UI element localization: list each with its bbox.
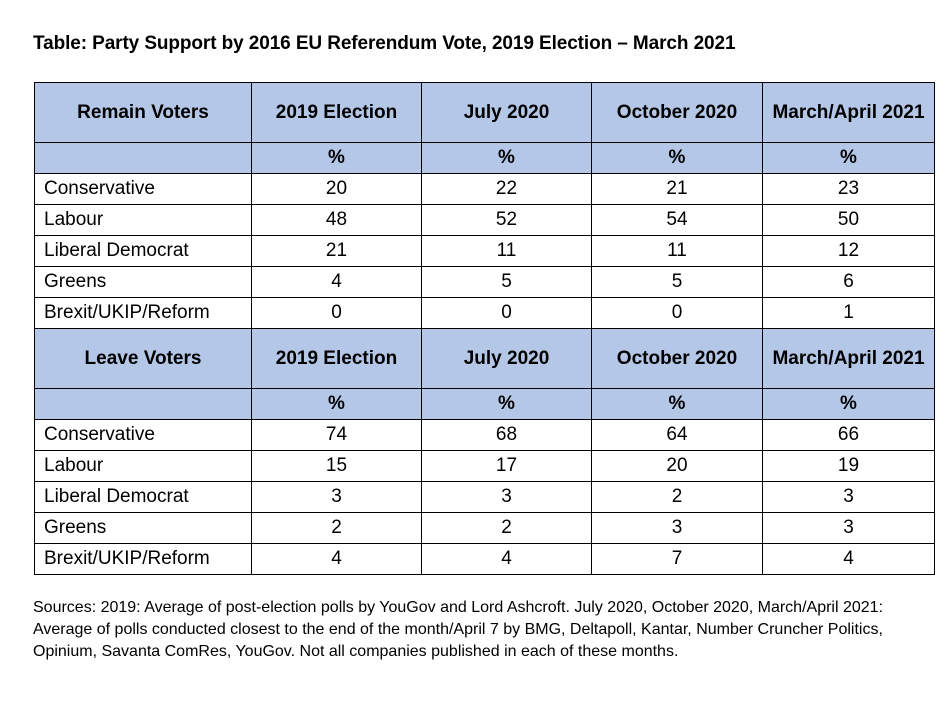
group-label-leave: Leave Voters (34, 328, 252, 389)
value-cell: 48 (251, 204, 422, 236)
table-row: Conservative 74 68 64 66 (34, 419, 935, 451)
value-cell: 3 (421, 481, 592, 513)
unit-cell: % (591, 388, 763, 420)
unit-cell: % (251, 142, 422, 174)
unit-cell: % (591, 142, 763, 174)
party-name: Brexit/UKIP/Reform (34, 297, 252, 329)
table-row: Brexit/UKIP/Reform 4 4 7 4 (34, 543, 935, 575)
value-cell: 3 (591, 512, 763, 544)
value-cell: 64 (591, 419, 763, 451)
column-header: October 2020 (591, 328, 763, 389)
value-cell: 3 (762, 512, 935, 544)
value-cell: 12 (762, 235, 935, 267)
unit-cell: % (421, 142, 592, 174)
leave-header-row: Leave Voters 2019 Election July 2020 Oct… (34, 328, 935, 389)
value-cell: 2 (251, 512, 422, 544)
party-name: Conservative (34, 173, 252, 205)
value-cell: 68 (421, 419, 592, 451)
party-name: Greens (34, 512, 252, 544)
value-cell: 21 (251, 235, 422, 267)
table-row: Liberal Democrat 3 3 2 3 (34, 481, 935, 513)
value-cell: 6 (762, 266, 935, 298)
value-cell: 11 (421, 235, 592, 267)
value-cell: 5 (591, 266, 763, 298)
value-cell: 2 (421, 512, 592, 544)
value-cell: 0 (251, 297, 422, 329)
value-cell: 3 (251, 481, 422, 513)
unit-cell-empty (34, 388, 252, 420)
value-cell: 22 (421, 173, 592, 205)
value-cell: 1 (762, 297, 935, 329)
table-row: Labour 15 17 20 19 (34, 450, 935, 482)
column-header: March/April 2021 (762, 328, 935, 389)
value-cell: 11 (591, 235, 763, 267)
value-cell: 74 (251, 419, 422, 451)
unit-cell: % (421, 388, 592, 420)
table-row: Liberal Democrat 21 11 11 12 (34, 235, 935, 267)
unit-cell: % (762, 142, 935, 174)
value-cell: 20 (591, 450, 763, 482)
party-support-table: Remain Voters 2019 Election July 2020 Oc… (34, 82, 935, 575)
value-cell: 23 (762, 173, 935, 205)
table-row: Labour 48 52 54 50 (34, 204, 935, 236)
party-name: Greens (34, 266, 252, 298)
table-row: Greens 4 5 5 6 (34, 266, 935, 298)
party-name: Conservative (34, 419, 252, 451)
value-cell: 66 (762, 419, 935, 451)
value-cell: 54 (591, 204, 763, 236)
column-header: 2019 Election (251, 82, 422, 143)
party-name: Labour (34, 450, 252, 482)
party-name: Liberal Democrat (34, 481, 252, 513)
value-cell: 52 (421, 204, 592, 236)
column-header: October 2020 (591, 82, 763, 143)
table-row: Greens 2 2 3 3 (34, 512, 935, 544)
column-header: July 2020 (421, 82, 592, 143)
unit-cell: % (251, 388, 422, 420)
unit-cell: % (762, 388, 935, 420)
value-cell: 21 (591, 173, 763, 205)
table-row: Brexit/UKIP/Reform 0 0 0 1 (34, 297, 935, 329)
value-cell: 15 (251, 450, 422, 482)
sources-note: Sources: 2019: Average of post-election … (33, 599, 884, 660)
value-cell: 4 (251, 266, 422, 298)
column-header: July 2020 (421, 328, 592, 389)
party-name: Labour (34, 204, 252, 236)
table-title: Table: Party Support by 2016 EU Referend… (33, 33, 736, 54)
value-cell: 19 (762, 450, 935, 482)
value-cell: 0 (421, 297, 592, 329)
value-cell: 20 (251, 173, 422, 205)
unit-cell-empty (34, 142, 252, 174)
value-cell: 4 (762, 543, 935, 575)
remain-header-row: Remain Voters 2019 Election July 2020 Oc… (34, 82, 935, 143)
group-label-remain: Remain Voters (34, 82, 252, 143)
party-name: Liberal Democrat (34, 235, 252, 267)
value-cell: 4 (251, 543, 422, 575)
column-header: March/April 2021 (762, 82, 935, 143)
value-cell: 3 (762, 481, 935, 513)
value-cell: 50 (762, 204, 935, 236)
value-cell: 2 (591, 481, 763, 513)
value-cell: 0 (591, 297, 763, 329)
value-cell: 5 (421, 266, 592, 298)
remain-unit-row: % % % % (34, 142, 935, 174)
value-cell: 17 (421, 450, 592, 482)
value-cell: 4 (421, 543, 592, 575)
leave-unit-row: % % % % (34, 388, 935, 420)
column-header: 2019 Election (251, 328, 422, 389)
party-name: Brexit/UKIP/Reform (34, 543, 252, 575)
value-cell: 7 (591, 543, 763, 575)
table-row: Conservative 20 22 21 23 (34, 173, 935, 205)
